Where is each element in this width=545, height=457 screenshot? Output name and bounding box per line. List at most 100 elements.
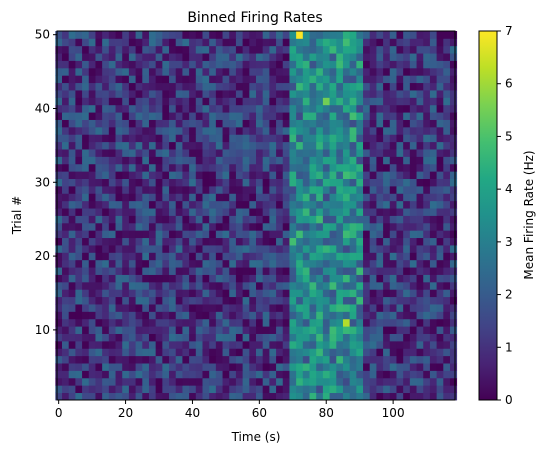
heat-cell xyxy=(229,230,237,239)
heat-cell xyxy=(142,245,150,253)
heat-cell xyxy=(449,178,458,187)
heat-cell xyxy=(209,31,217,39)
heat-cell xyxy=(242,156,250,165)
heat-cell xyxy=(329,333,337,342)
heat-cell xyxy=(262,104,270,113)
heat-cell xyxy=(115,171,123,179)
heat-cell xyxy=(296,45,304,54)
heat-cell xyxy=(215,370,223,379)
heat-cell xyxy=(242,45,250,54)
heat-cell xyxy=(142,119,150,128)
heat-cell xyxy=(436,178,444,187)
heat-cell xyxy=(229,67,237,76)
heat-cell xyxy=(302,215,310,224)
heat-cell xyxy=(189,377,197,386)
heat-cell xyxy=(436,126,444,135)
heat-cell xyxy=(209,185,217,194)
heat-cell xyxy=(209,215,217,224)
heat-cell xyxy=(436,193,444,202)
heat-cell xyxy=(363,377,371,386)
heat-cell xyxy=(302,38,310,47)
heat-cell xyxy=(349,274,357,283)
heat-cell xyxy=(329,178,337,187)
heat-cell xyxy=(189,326,197,334)
heat-cell xyxy=(175,318,183,327)
heat-cell xyxy=(55,112,63,120)
heat-cell xyxy=(443,377,451,386)
heat-cell xyxy=(82,333,90,342)
heat-cell xyxy=(102,53,110,61)
heat-cell xyxy=(309,200,317,209)
heat-cell xyxy=(128,318,136,327)
heat-cell xyxy=(242,340,250,349)
heat-cell xyxy=(423,75,431,84)
heat-cell xyxy=(262,222,270,231)
heat-cell xyxy=(349,245,357,253)
heat-cell xyxy=(376,126,384,135)
heat-cell xyxy=(322,200,330,209)
heat-cell xyxy=(322,296,330,305)
heat-cell xyxy=(302,45,310,54)
heat-cell xyxy=(155,82,163,91)
heat-cell xyxy=(222,237,230,246)
heat-cell xyxy=(88,267,96,275)
heat-cell xyxy=(329,252,337,261)
heat-cell xyxy=(276,296,284,305)
heat-cell xyxy=(128,75,136,84)
heat-cell xyxy=(336,281,344,290)
heat-cell xyxy=(356,326,364,334)
heat-cell xyxy=(215,112,223,120)
heat-cell xyxy=(148,252,157,261)
heat-cell xyxy=(95,392,103,401)
heat-cell xyxy=(249,163,257,172)
heat-cell xyxy=(316,75,324,84)
heat-cell xyxy=(189,222,197,231)
heat-cell xyxy=(122,208,130,216)
heat-cell xyxy=(376,245,384,253)
heat-cell xyxy=(369,134,377,143)
heat-cell xyxy=(289,252,297,261)
heat-cell xyxy=(222,222,230,231)
heat-cell xyxy=(409,185,417,194)
heat-cell xyxy=(108,31,116,39)
heat-cell xyxy=(202,267,210,275)
heat-cell xyxy=(396,215,404,224)
heat-cell xyxy=(423,200,431,209)
heat-cell xyxy=(289,385,297,394)
heat-cell xyxy=(162,45,170,54)
heat-cell xyxy=(282,333,290,342)
heat-cell xyxy=(342,215,351,224)
heat-cell xyxy=(195,222,203,231)
heat-cell xyxy=(189,237,197,246)
heat-cell xyxy=(88,289,96,298)
heat-cell xyxy=(316,134,324,143)
heat-cell xyxy=(135,45,143,54)
heat-cell xyxy=(336,392,344,401)
heat-cell xyxy=(369,119,377,128)
heat-cell xyxy=(349,163,357,172)
heat-cell xyxy=(329,97,337,106)
heat-cell xyxy=(289,171,297,179)
heat-cell xyxy=(296,134,304,143)
heat-cell xyxy=(269,281,277,290)
heat-cell xyxy=(276,355,284,364)
heat-cell xyxy=(376,267,384,275)
heat-cell xyxy=(95,311,103,320)
heat-cell xyxy=(429,119,438,128)
heat-cell xyxy=(82,149,90,157)
heat-cell xyxy=(349,156,357,165)
heat-cell xyxy=(128,363,136,371)
heat-cell xyxy=(429,75,438,84)
heat-cell xyxy=(209,363,217,371)
heat-cell xyxy=(429,38,438,47)
heat-cell xyxy=(122,178,130,187)
heat-cell xyxy=(369,326,377,334)
heat-cell xyxy=(155,326,163,334)
heat-cell xyxy=(349,392,357,401)
heat-cell xyxy=(235,193,244,202)
heat-cell xyxy=(302,90,310,98)
heat-cell xyxy=(189,90,197,98)
heat-cell xyxy=(209,97,217,106)
heat-cell xyxy=(369,31,377,39)
heat-cell xyxy=(249,363,257,371)
